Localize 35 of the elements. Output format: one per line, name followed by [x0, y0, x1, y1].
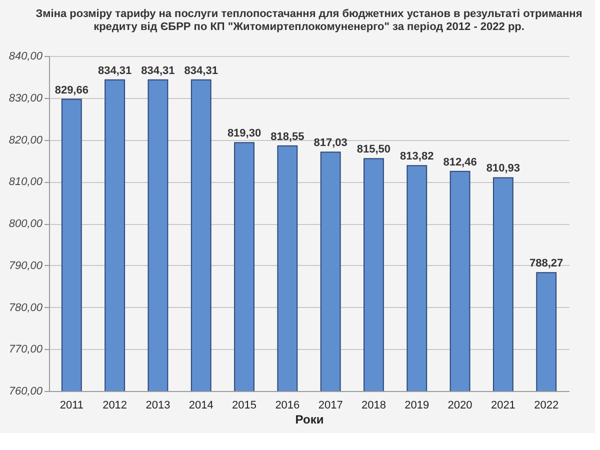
y-tick-label: 810,00: [8, 176, 44, 188]
y-tick-label: 770,00: [8, 344, 44, 356]
y-tick-label: 830,00: [8, 92, 44, 104]
x-tick-label: 2020: [448, 400, 472, 412]
data-label: 834,31: [98, 64, 132, 77]
y-tick-label: 820,00: [8, 134, 44, 146]
x-tick-label: 2011: [60, 400, 84, 412]
x-tick-label: 2017: [318, 400, 343, 412]
data-label: 834,31: [184, 64, 218, 77]
data-label: 834,31: [141, 64, 175, 77]
data-label: 819,30: [227, 128, 262, 140]
data-label: 788,27: [530, 258, 564, 270]
y-tick-label: 800,00: [8, 218, 44, 230]
data-label: 818,55: [270, 130, 304, 143]
data-label: 817,03: [314, 137, 348, 150]
chart-title: Зміна розміру тарифу на послуги теплопостачання для бюджетних установ в результаті отримання кредиту від ЄБРР по КП "Житомиртеплокомуненерго" за період 2012 - 2022 рр.: [36, 8, 582, 33]
data-label: 829,66: [54, 84, 88, 96]
data-label: 810,93: [486, 162, 520, 175]
y-tick-label: 790,00: [8, 260, 44, 272]
x-tick-label: 2021: [490, 400, 516, 412]
x-tick-label: 2022: [534, 400, 559, 412]
data-label: 812,46: [443, 156, 477, 168]
x-tick-label: 2015: [232, 400, 257, 412]
y-tick-label: 760,00: [8, 386, 44, 398]
x-tick-label: 2012: [102, 400, 128, 412]
x-tick-label: 2018: [361, 400, 386, 412]
y-tick-label: 780,00: [8, 302, 44, 314]
x-axis-title: Роки: [295, 412, 324, 426]
y-tick-label: 840,00: [8, 50, 44, 62]
x-tick-label: 2016: [275, 400, 300, 412]
x-tick-label: 2013: [146, 400, 170, 412]
data-label: 815,50: [356, 144, 391, 156]
x-tick-label: 2014: [188, 400, 214, 412]
data-label: 813,82: [400, 150, 434, 163]
x-tick-label: 2019: [404, 400, 430, 412]
